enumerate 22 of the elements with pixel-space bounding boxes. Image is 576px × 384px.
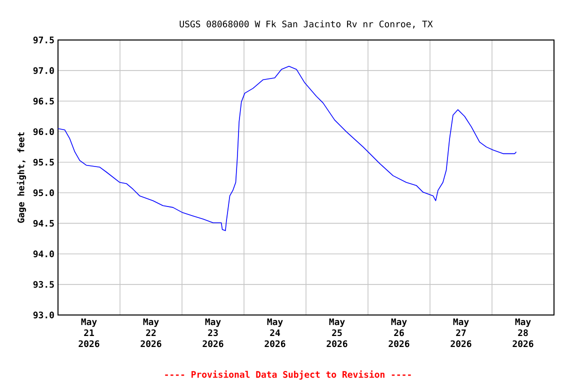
y-tick-label: 95.5: [33, 158, 54, 166]
y-tick-label: 93.0: [33, 312, 54, 318]
y-axis-title: Gage height, feet: [16, 132, 26, 223]
x-tick-label: May 27 2026: [450, 318, 472, 348]
y-tick-label: 97.5: [33, 36, 54, 44]
x-tick-label: May 22 2026: [140, 318, 162, 348]
x-tick-label: May 21 2026: [78, 318, 100, 348]
y-tick-label: 95.0: [33, 189, 54, 196]
x-tick-label: May 25 2026: [326, 318, 348, 348]
y-tick-label: 97.0: [33, 67, 54, 74]
y-tick-label: 96.0: [33, 128, 54, 136]
x-tick-label: May 26 2026: [388, 318, 410, 348]
chart-title: USGS 08068000 W Fk San Jacinto Rv nr Conroe, TX: [180, 20, 433, 28]
text: ---- Provisional Data Subject to Revision ----: [165, 370, 411, 380]
y-tick-label: 94.0: [33, 250, 54, 258]
x-tick-label: May 23 2026: [202, 318, 224, 348]
y-tick-label: 93.5: [33, 281, 54, 288]
y-tick-label: 94.5: [33, 220, 54, 227]
y-tick-label: 96.5: [33, 98, 54, 105]
x-tick-label: May 24 2026: [264, 318, 286, 348]
line-series: [58, 66, 517, 232]
x-tick-label: May 28 2026: [512, 318, 534, 348]
